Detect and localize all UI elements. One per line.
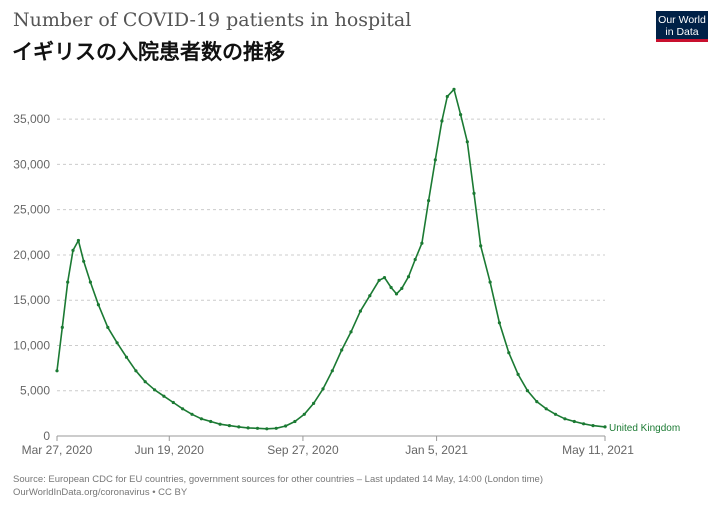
data-point[interactable] <box>544 407 548 411</box>
data-point[interactable] <box>265 427 269 431</box>
chart-title: Number of COVID-19 patients in hospital <box>13 9 412 31</box>
data-point[interactable] <box>227 424 231 428</box>
data-point[interactable] <box>60 325 64 329</box>
data-point[interactable] <box>55 369 59 373</box>
data-point[interactable] <box>459 113 463 117</box>
data-point[interactable] <box>389 285 393 290</box>
y-tick-label: 20,000 <box>13 248 50 262</box>
x-tick-label: Jun 19, 2020 <box>135 443 205 457</box>
data-point[interactable] <box>465 140 469 144</box>
data-point[interactable] <box>535 400 539 404</box>
logo-line-1: Our World <box>658 14 706 26</box>
data-point[interactable] <box>358 309 362 313</box>
data-point[interactable] <box>96 303 100 307</box>
chart-subtitle: イギリスの入院患者数の推移 <box>12 40 285 64</box>
owid-logo[interactable]: Our World in Data <box>656 11 708 42</box>
data-point[interactable] <box>472 191 476 195</box>
data-point[interactable] <box>190 412 194 416</box>
y-tick-label: 5,000 <box>20 384 50 398</box>
data-point[interactable] <box>284 424 288 428</box>
data-point[interactable] <box>406 275 411 279</box>
data-point[interactable] <box>368 294 372 298</box>
data-point[interactable] <box>582 422 586 426</box>
series-line[interactable] <box>56 88 606 430</box>
data-point[interactable] <box>516 372 520 376</box>
data-point[interactable] <box>433 158 437 162</box>
data-point[interactable] <box>255 426 260 430</box>
data-point[interactable] <box>82 259 86 263</box>
data-point[interactable] <box>293 419 297 424</box>
data-point[interactable] <box>507 351 511 355</box>
y-tick-label: 30,000 <box>13 157 50 171</box>
data-point[interactable] <box>427 199 431 203</box>
data-point[interactable] <box>440 119 444 123</box>
data-point[interactable] <box>330 369 334 373</box>
data-point[interactable] <box>153 388 157 392</box>
data-point[interactable] <box>237 425 241 429</box>
data-point[interactable] <box>76 238 80 243</box>
x-tick-label: Mar 27, 2020 <box>22 443 93 457</box>
data-point[interactable] <box>452 87 456 91</box>
series-layer: United Kingdom <box>55 87 680 434</box>
data-point[interactable] <box>340 348 344 352</box>
data-point[interactable] <box>312 401 316 405</box>
data-point[interactable] <box>71 248 75 252</box>
data-point[interactable] <box>302 412 306 416</box>
y-axis-ticks: 0 5,000 10,000 15,000 20,000 25,000 30,000 35,0… <box>13 112 50 443</box>
gridlines <box>57 118 605 437</box>
data-point[interactable] <box>199 417 203 421</box>
y-tick-label: 35,000 <box>13 112 50 126</box>
data-point[interactable] <box>143 380 147 384</box>
data-point[interactable] <box>377 278 381 282</box>
y-tick-label: 25,000 <box>13 203 50 217</box>
data-point[interactable] <box>563 417 567 421</box>
logo-line-2: in Data <box>665 26 699 38</box>
source-note: Source: European CDC for EU countries, g… <box>13 474 543 485</box>
data-point[interactable] <box>134 369 138 373</box>
data-point[interactable] <box>115 341 119 345</box>
data-point[interactable] <box>400 286 404 290</box>
data-point[interactable] <box>171 400 175 405</box>
data-point[interactable] <box>413 257 417 262</box>
data-point[interactable] <box>382 276 387 280</box>
y-tick-label: 10,000 <box>13 338 50 352</box>
x-tick-label: May 11, 2021 <box>562 443 634 457</box>
data-point[interactable] <box>66 280 70 284</box>
data-point[interactable] <box>394 292 399 296</box>
data-point[interactable] <box>420 241 424 245</box>
data-point[interactable] <box>162 394 166 398</box>
y-tick-label: 15,000 <box>13 293 50 307</box>
data-point[interactable] <box>479 244 483 248</box>
data-point[interactable] <box>124 355 129 359</box>
chart-footer: Source: European CDC for EU countries, g… <box>13 473 543 499</box>
data-point[interactable] <box>488 280 492 284</box>
data-point[interactable] <box>274 426 278 430</box>
data-point[interactable] <box>445 94 449 99</box>
data-point[interactable] <box>572 419 576 424</box>
y-tick-label: 0 <box>43 429 50 443</box>
license-note[interactable]: OurWorldInData.org/coronavirus • CC BY <box>13 487 188 498</box>
x-tick-label: Jan 5, 2021 <box>405 443 468 457</box>
data-point[interactable] <box>246 426 250 430</box>
data-point[interactable] <box>218 422 222 426</box>
data-point[interactable] <box>321 387 325 391</box>
data-point[interactable] <box>525 389 530 393</box>
data-point[interactable] <box>349 330 353 334</box>
data-point[interactable] <box>603 425 607 429</box>
data-point[interactable] <box>88 280 92 284</box>
x-tick-label: Sep 27, 2020 <box>267 443 339 457</box>
data-point[interactable] <box>553 412 558 416</box>
data-point[interactable] <box>497 321 501 325</box>
x-axis-ticks: Mar 27, 2020 Jun 19, 2020 Sep 27, 2020 Jan … <box>22 436 634 457</box>
data-point[interactable] <box>591 424 595 428</box>
data-point[interactable] <box>106 325 110 329</box>
data-point[interactable] <box>209 419 213 424</box>
data-point[interactable] <box>181 407 185 411</box>
series-label[interactable]: United Kingdom <box>609 423 680 434</box>
